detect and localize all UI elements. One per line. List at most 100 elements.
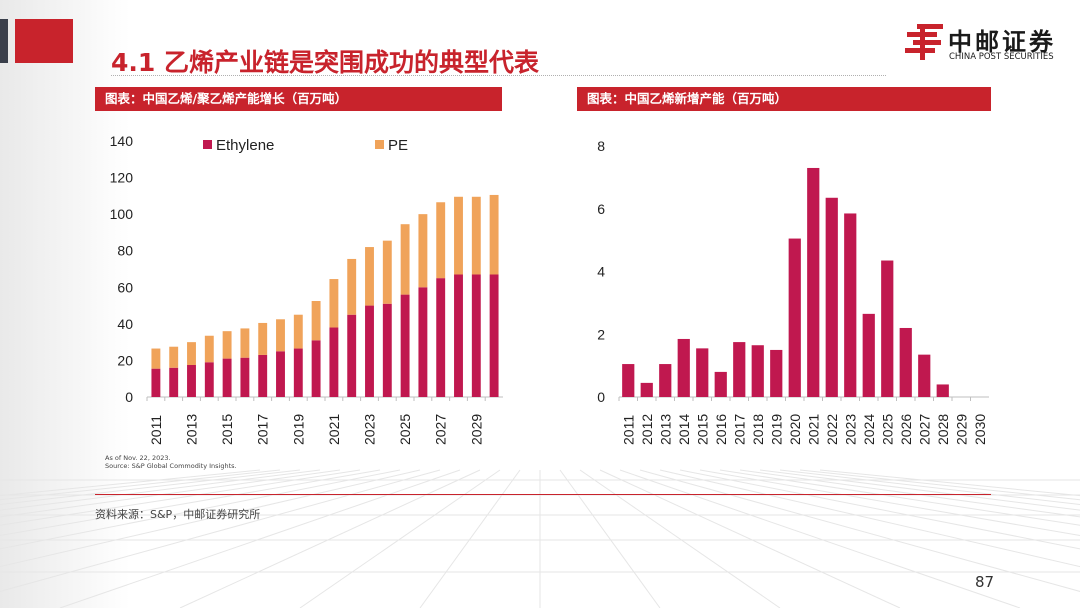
capacity-bar (640, 382, 653, 397)
pe-bar (436, 202, 446, 279)
capacity-bar (733, 342, 746, 397)
pe-bar (169, 346, 179, 368)
x-tick-label: 2019 (768, 414, 784, 445)
x-tick-label: 2025 (397, 414, 413, 445)
floor-grid-line (0, 469, 301, 506)
pe-bar (329, 279, 339, 328)
page-number: 87 (975, 573, 995, 591)
ethylene-bar (169, 367, 179, 397)
ethylene-bar (311, 340, 321, 397)
pe-bar (418, 214, 428, 288)
source-text: 资料来源：S&P，中邮证券研究所 (95, 508, 261, 521)
floor-grid-line (0, 469, 361, 526)
pe-bar (276, 319, 285, 352)
right-chart-header: 图表：中国乙烯新增产能（百万吨） (577, 87, 991, 111)
floor-grid-line (819, 469, 1080, 497)
floor-grid-line (679, 469, 1080, 550)
ethylene-bar (276, 351, 285, 397)
pe-bar (311, 301, 321, 341)
pe-bar (187, 342, 196, 365)
accent-block-red (15, 19, 73, 63)
x-tick-label: 2012 (639, 414, 655, 445)
floor-grid-line (739, 469, 1080, 518)
ethylene-bar (329, 327, 339, 397)
pe-bar (204, 335, 214, 363)
pe-bar (471, 196, 481, 275)
ethylene-bar (418, 287, 428, 397)
floor-grid-line (759, 469, 1080, 511)
x-tick-label: 2022 (824, 414, 840, 445)
ethylene-pe-capacity-chart: 0 20 40 60 80 100 120 140 2011 2013 2015 2017 2019 20… (110, 133, 503, 445)
floor-grid-line (599, 469, 901, 608)
capacity-bar (844, 213, 857, 397)
pe-bar (400, 224, 410, 295)
ethylene-bar (222, 358, 232, 397)
ethylene-bar (347, 314, 357, 397)
x-tick-label: 2030 (972, 414, 988, 445)
x-tick-label: 2025 (879, 414, 895, 445)
x-tick-label: 2023 (842, 414, 858, 445)
floor-grid-line (0, 469, 341, 518)
y-tick-label: 2 (597, 326, 605, 342)
floor-grid-line (619, 469, 1021, 608)
logo-name-en: CHINA POST SECURITIES (949, 52, 1054, 62)
x-tick-label: 2017 (731, 414, 747, 445)
ethylene-bar (365, 305, 374, 397)
y-tick-label: 40 (117, 316, 133, 332)
floor-grid-line (719, 469, 1080, 526)
floor-grid-line (559, 469, 661, 608)
ethylene-bar (489, 274, 499, 397)
floor-grid-line (0, 469, 321, 511)
capacity-bar (788, 238, 801, 397)
pe-bar (382, 240, 392, 304)
pe-bar (240, 328, 250, 358)
x-tick-label: 2016 (713, 414, 729, 445)
x-tick-label: 2017 (255, 414, 271, 445)
ethylene-bar (187, 365, 196, 397)
ethylene-bar (240, 357, 250, 397)
x-tick-label: 2027 (916, 414, 932, 445)
legend-label-ethylene: Ethylene (216, 137, 274, 154)
ethylene-bar (204, 362, 214, 397)
x-tick-label: 2015 (694, 414, 710, 445)
ethylene-bar (436, 278, 446, 397)
capacity-bar (770, 349, 783, 397)
slide-title: 4.1 乙烯产业链是突围成功的典型代表 (111, 48, 539, 77)
capacity-bar (936, 384, 949, 397)
capacity-bar (677, 338, 690, 397)
y-tick-label: 60 (117, 279, 133, 295)
ethylene-bar (400, 294, 410, 397)
capacity-bar (622, 364, 635, 397)
pe-bar (258, 322, 268, 355)
ethylene-bar (151, 368, 161, 397)
y-tick-label: 20 (117, 352, 133, 368)
y-tick-label: 140 (110, 133, 134, 149)
floor-grid-line (59, 469, 461, 608)
floor-grid-line (639, 469, 1080, 592)
left-chart-header: 图表：中国乙烯/聚乙烯产能增长（百万吨） (95, 87, 502, 111)
source-divider (95, 494, 991, 495)
x-tick-label: 2023 (362, 414, 378, 445)
ethylene-bar (258, 354, 268, 397)
x-tick-label: 2029 (953, 414, 969, 445)
y-tick-label: 6 (597, 201, 605, 217)
x-tick-label: 2019 (290, 414, 306, 445)
capacity-bar (714, 371, 727, 397)
x-tick-label: 2026 (898, 414, 914, 445)
floor-grid-line (579, 469, 781, 608)
floor-grid-line (0, 469, 401, 550)
pe-bar (293, 314, 303, 349)
logo-name-cn: 中邮证券 (948, 28, 1056, 56)
x-tick-label: 2018 (750, 414, 766, 445)
floor-grid-line (779, 469, 1080, 506)
x-tick-label: 2029 (468, 414, 484, 445)
pe-bar (454, 196, 463, 275)
title-divider (111, 75, 886, 76)
floor-grid-line (0, 469, 261, 497)
ethylene-bar (454, 274, 463, 397)
y-tick-label: 80 (117, 243, 133, 259)
pe-bar (151, 348, 161, 369)
floor-grid-line (799, 469, 1080, 501)
floor-grid-line (699, 469, 1080, 537)
pe-bar (222, 331, 232, 359)
